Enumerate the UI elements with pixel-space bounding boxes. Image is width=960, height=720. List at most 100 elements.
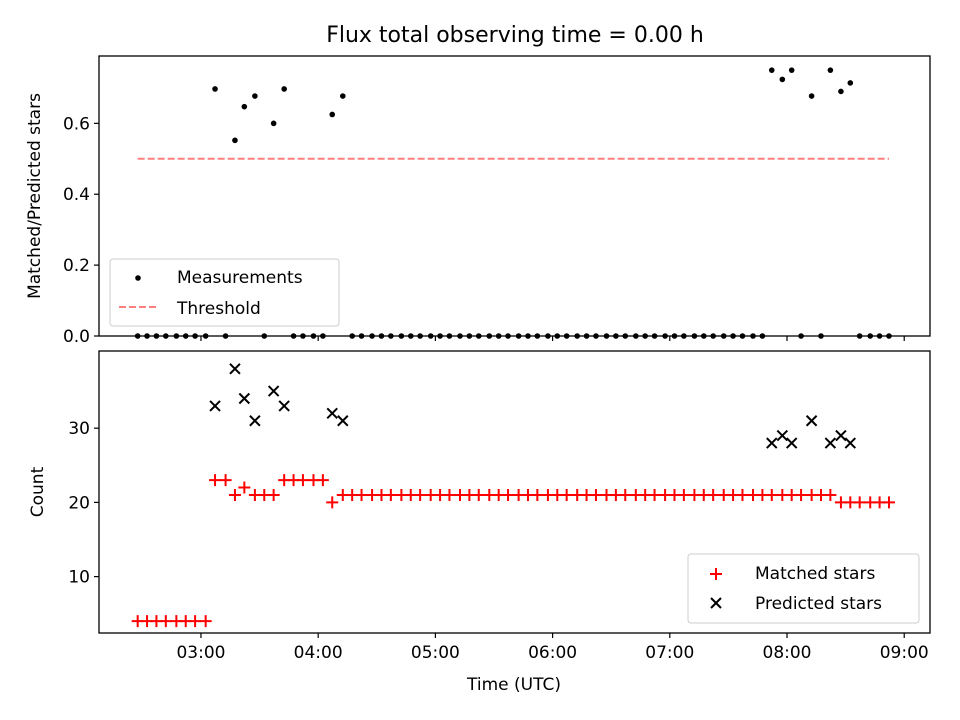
- top-y-tick-label: 0.2: [63, 256, 90, 276]
- top-y-axis-label: Matched/Predicted stars: [25, 93, 45, 299]
- measurements-point: [847, 80, 854, 86]
- x-axis-label: Time (UTC): [466, 675, 561, 695]
- matched-stars-point: [296, 474, 309, 487]
- top-x-ticks: [200, 336, 905, 341]
- matched-stars-point: [219, 474, 232, 487]
- measurements-point: [281, 86, 287, 92]
- matched-stars-point: [472, 488, 485, 501]
- measurements-point: [838, 88, 844, 95]
- matched-stars-point: [384, 488, 397, 501]
- measurements-point: [252, 93, 258, 99]
- top-legend-box: [109, 258, 340, 327]
- bottom-y-axis-label: Count: [28, 466, 48, 517]
- matched-stars-point: [189, 615, 202, 628]
- legend-predicted-stars-label: Predicted stars: [755, 594, 882, 614]
- bottom-y-tick-label: 10: [68, 568, 90, 588]
- legend-threshold-label: Threshold: [176, 299, 261, 319]
- measurements-point: [779, 76, 786, 83]
- predicted-stars-point: [267, 385, 280, 397]
- bottom-x-ticks: 03:00 04:00 05:00 06:00 07:00 08:00 09:00: [176, 633, 929, 663]
- matched-stars-point: [824, 488, 837, 501]
- measurements-point: [827, 67, 834, 73]
- legend-measurements-label: Measurements: [177, 268, 303, 288]
- x-tick-label: 03:00: [176, 643, 225, 663]
- predicted-stars-point: [805, 415, 818, 427]
- measurements-point: [232, 137, 238, 144]
- matched-stars-point: [209, 474, 222, 487]
- bottom-panel: 03:00 04:00 05:00 06:00 07:00 08:00 09:00 10 20…: [28, 350, 931, 695]
- matched-stars-point: [589, 488, 602, 501]
- bottom-plot-marks: [131, 363, 895, 628]
- top-plot-frame: [98, 55, 931, 337]
- matched-stars-point: [316, 474, 329, 487]
- legend-matched-stars-marker: [710, 568, 722, 580]
- x-tick-label: 04:00: [294, 643, 343, 663]
- predicted-stars-point: [844, 437, 857, 449]
- matched-stars-point: [414, 488, 427, 501]
- measurements-point: [808, 93, 815, 99]
- matched-stars-point: [238, 481, 251, 494]
- matched-stars-point: [882, 496, 895, 509]
- x-tick-label: 08:00: [763, 643, 812, 663]
- x-tick-label: 05:00: [411, 643, 460, 663]
- predicted-stars-point: [249, 415, 261, 427]
- measurements-point: [212, 86, 218, 92]
- matched-stars-point: [443, 488, 456, 501]
- measurements-point: [270, 120, 277, 127]
- matched-stars-point: [795, 488, 808, 501]
- matched-stars-point: [677, 488, 690, 501]
- legend-predicted-stars-marker: [710, 597, 722, 609]
- predicted-stars-point: [229, 363, 241, 375]
- measurements-point: [339, 93, 346, 99]
- matched-stars-point: [267, 488, 280, 501]
- top-y-tick-label: 0.6: [63, 114, 90, 134]
- measurements-point: [241, 103, 248, 110]
- top-panel: 0.0 0.2 0.4 0.6 Matched/Predicted stars Mea…: [25, 55, 931, 347]
- bottom-plot-frame: [98, 350, 931, 634]
- x-tick-label: 09:00: [880, 643, 929, 663]
- predicted-stars-point: [278, 400, 290, 412]
- x-tick-label: 07:00: [645, 643, 694, 663]
- predicted-stars-point: [835, 429, 847, 442]
- measurements-point: [768, 67, 775, 73]
- matched-stars-point: [228, 488, 241, 501]
- matched-stars-point: [502, 488, 515, 501]
- legend-measurements-marker: [135, 275, 141, 281]
- matched-stars-point: [619, 488, 632, 501]
- matched-stars-point: [531, 488, 544, 501]
- predicted-stars-point: [824, 437, 837, 449]
- predicted-stars-point: [326, 407, 338, 420]
- matched-stars-point: [765, 488, 778, 501]
- matched-stars-point: [853, 496, 866, 509]
- top-y-tick-label: 0.0: [63, 327, 90, 347]
- top-y-ticks: 0.0 0.2 0.4 0.6: [63, 114, 99, 347]
- matched-stars-point: [707, 488, 720, 501]
- matched-stars-point: [326, 496, 339, 509]
- top-y-tick-label: 0.4: [63, 185, 90, 205]
- matched-stars-point: [159, 615, 172, 628]
- bottom-y-ticks: 10 20 30: [68, 419, 99, 588]
- matched-stars-point: [355, 488, 368, 501]
- legend-matched-stars-label: Matched stars: [755, 564, 875, 584]
- top-plot-marks: [134, 67, 892, 339]
- predicted-stars-point: [785, 437, 798, 449]
- predicted-stars-point: [238, 392, 251, 405]
- matched-stars-point: [560, 488, 573, 501]
- predicted-stars-point: [766, 437, 778, 449]
- matched-stars-point: [736, 488, 749, 501]
- top-legend: Measurements Threshold: [109, 258, 340, 327]
- x-tick-label: 06:00: [528, 643, 577, 663]
- predicted-stars-point: [776, 429, 789, 442]
- bottom-legend-box: [687, 553, 920, 624]
- predicted-stars-point: [337, 415, 349, 427]
- measurements-point: [329, 111, 336, 118]
- matched-stars-point: [199, 615, 212, 628]
- bottom-legend: Matched stars Predicted stars: [687, 553, 920, 624]
- bottom-y-tick-label: 30: [68, 419, 90, 439]
- bottom-y-tick-label: 20: [68, 493, 90, 513]
- figure-title: Flux total observing time = 0.00 h: [326, 23, 704, 48]
- matched-stars-point: [648, 488, 661, 501]
- measurements-point: [788, 67, 795, 73]
- predicted-stars-point: [209, 400, 221, 412]
